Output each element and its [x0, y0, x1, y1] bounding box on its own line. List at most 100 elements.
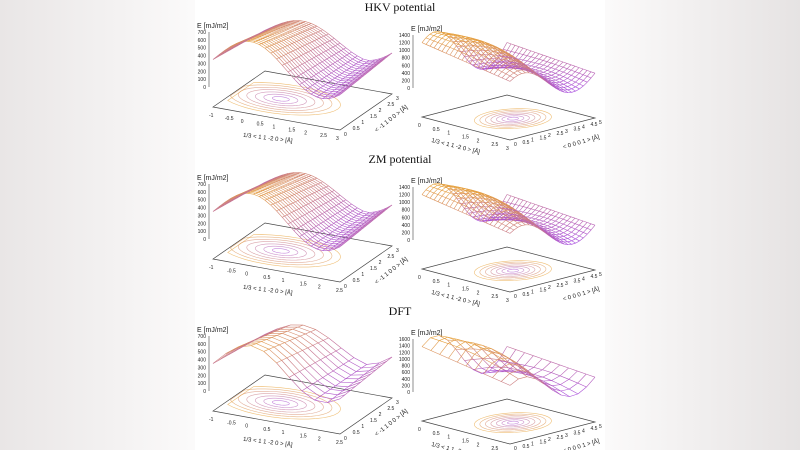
surface-mesh-line: [368, 217, 375, 220]
surface-mesh-line: [449, 189, 454, 194]
surface-mesh-line: [506, 42, 512, 45]
surface-mesh-line: [255, 40, 262, 44]
surface-mesh-line: [571, 223, 576, 228]
surface-mesh-line: [300, 335, 314, 346]
surface-mesh-line: [439, 336, 448, 341]
surface-mesh-line: [307, 347, 321, 360]
surface-mesh-line: [348, 66, 352, 69]
surface-mesh-line: [563, 86, 568, 88]
surface-mesh-line: [473, 40, 478, 42]
surface-mesh-line: [331, 191, 338, 197]
surface-mesh-line: [358, 72, 362, 76]
surface-mesh-line: [527, 208, 532, 214]
surface-mesh-line: [288, 36, 292, 39]
surface-mesh-line: [337, 390, 344, 396]
surface-mesh-line: [323, 91, 330, 94]
surface-mesh-line: [559, 87, 565, 91]
surface-mesh-line: [341, 209, 349, 215]
surface-mesh-line: [317, 31, 324, 37]
surface-mesh-line: [465, 213, 471, 217]
surface-mesh-line: [291, 178, 298, 182]
surface-mesh-line: [448, 357, 458, 363]
surface-mesh-line: [472, 369, 482, 374]
surface-mesh-line: [456, 341, 466, 348]
surface-mesh-line: [346, 238, 350, 242]
surface-mesh-line: [331, 54, 335, 57]
surface-mesh-line: [555, 78, 560, 81]
surface-mesh-line: [312, 217, 316, 220]
surface-mesh-line: [295, 228, 303, 236]
surface-mesh-line: [319, 78, 323, 81]
surface-mesh-line: [333, 235, 336, 238]
surface-mesh-line: [503, 201, 508, 203]
surface-mesh-line: [260, 38, 263, 40]
surface-mesh-line: [546, 209, 552, 214]
y-tick-label: 0: [514, 142, 517, 148]
surface-mesh-line: [500, 363, 510, 369]
surface-mesh-line: [324, 75, 327, 78]
surface-mesh-line: [448, 37, 454, 42]
surface-mesh-line: [355, 61, 359, 65]
surface-mesh-line: [327, 234, 334, 238]
surface-mesh-line: [303, 178, 310, 182]
surface-mesh-line: [286, 28, 293, 32]
surface-mesh-line: [321, 213, 329, 220]
surface-mesh-line: [571, 240, 576, 244]
surface-mesh-line: [283, 207, 290, 214]
surface-mesh-line: [554, 60, 560, 65]
surface-mesh-line: [500, 210, 505, 215]
surface-mesh-line: [324, 210, 328, 213]
surface-mesh-line: [513, 57, 518, 60]
surface-mesh-line: [278, 209, 285, 217]
surface-mesh-line: [372, 212, 379, 215]
surface-mesh-line: [286, 189, 289, 192]
surface-mesh-line: [441, 35, 446, 39]
surface-mesh-line: [526, 49, 532, 52]
surface-mesh-line: [278, 57, 285, 65]
surface-mesh-line: [539, 215, 544, 218]
surface-mesh-line: [333, 71, 340, 76]
surface-mesh-line: [547, 218, 552, 220]
surface-mesh-line: [531, 65, 536, 68]
surface-mesh-line: [259, 337, 272, 339]
surface-mesh-line: [548, 82, 553, 86]
surface-mesh-line: [351, 78, 355, 81]
surface-mesh-line: [372, 66, 376, 69]
surface-mesh-line: [579, 230, 584, 233]
surface-mesh-line: [510, 195, 516, 198]
surface-mesh-line: [505, 219, 510, 223]
surface-mesh-line: [300, 32, 307, 38]
surface-mesh-line: [567, 238, 572, 242]
surface-mesh-line: [527, 61, 532, 66]
surface-mesh-line: [305, 241, 312, 247]
surface-mesh-line: [332, 62, 336, 65]
surface-mesh-line: [534, 203, 540, 206]
surface-mesh-line: [445, 192, 450, 198]
contour-line: [479, 261, 547, 280]
surface-mesh-line: [453, 34, 458, 39]
z-tick-label: 0: [407, 390, 410, 396]
surface-mesh-line: [283, 178, 289, 181]
surface-mesh-line: [316, 96, 323, 99]
surface-mesh-line: [485, 70, 491, 73]
surface-mesh-line: [224, 200, 231, 206]
surface-mesh-line: [314, 40, 321, 46]
surface-mesh-line: [464, 45, 469, 51]
surface-mesh-line: [531, 214, 536, 219]
surface-mesh-line: [331, 38, 335, 40]
surface-mesh-line: [268, 348, 282, 361]
surface-mesh-line: [472, 216, 477, 218]
surface-mesh-line: [326, 242, 333, 244]
surface-mesh-line: [225, 198, 232, 204]
surface-mesh-line: [489, 224, 495, 227]
surface-mesh-line: [552, 84, 557, 87]
surface-mesh-line: [543, 78, 549, 81]
surface-mesh-line: [330, 237, 334, 240]
surface-mesh-line: [264, 179, 271, 183]
contour-line: [227, 234, 341, 268]
surface-mesh-line: [569, 393, 579, 397]
contour-line: [246, 241, 316, 261]
surface-mesh-line: [325, 218, 329, 221]
surface-mesh-line: [282, 333, 296, 339]
